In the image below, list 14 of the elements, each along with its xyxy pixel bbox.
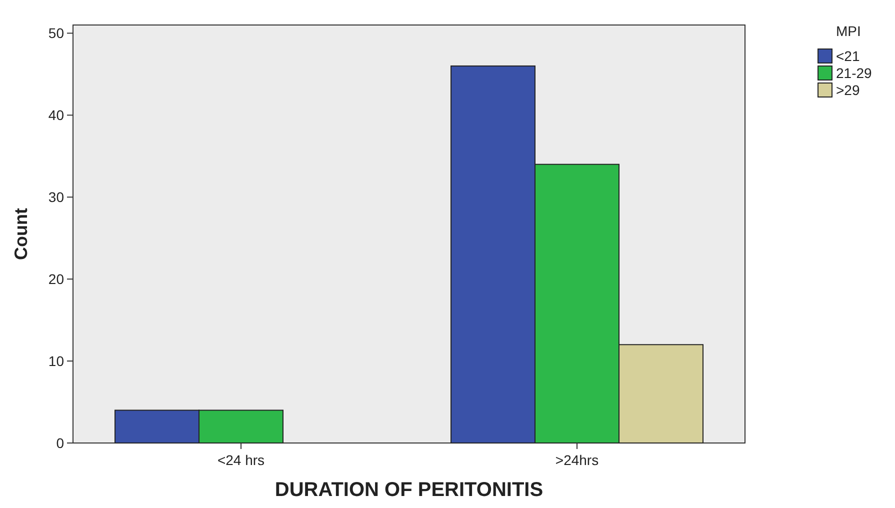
legend-label: >29 [836,82,860,98]
y-tick-label: 50 [48,25,64,42]
y-tick-label: 20 [48,270,64,287]
legend-title: MPI [836,23,861,39]
x-tick-label: >24hrs [555,452,599,468]
legend-label: <21 [836,48,860,64]
y-tick-label: 0 [56,434,64,451]
legend-label: 21-29 [836,64,872,81]
y-axis-title: Count [11,208,31,260]
x-axis-title: DURATION OF PERITONITIS [274,479,544,501]
y-tick-label: 10 [48,352,64,369]
y-tick-label: 30 [48,189,64,206]
y-tick-label: 40 [48,107,64,124]
x-tick-label: <24 hrs [217,452,265,468]
